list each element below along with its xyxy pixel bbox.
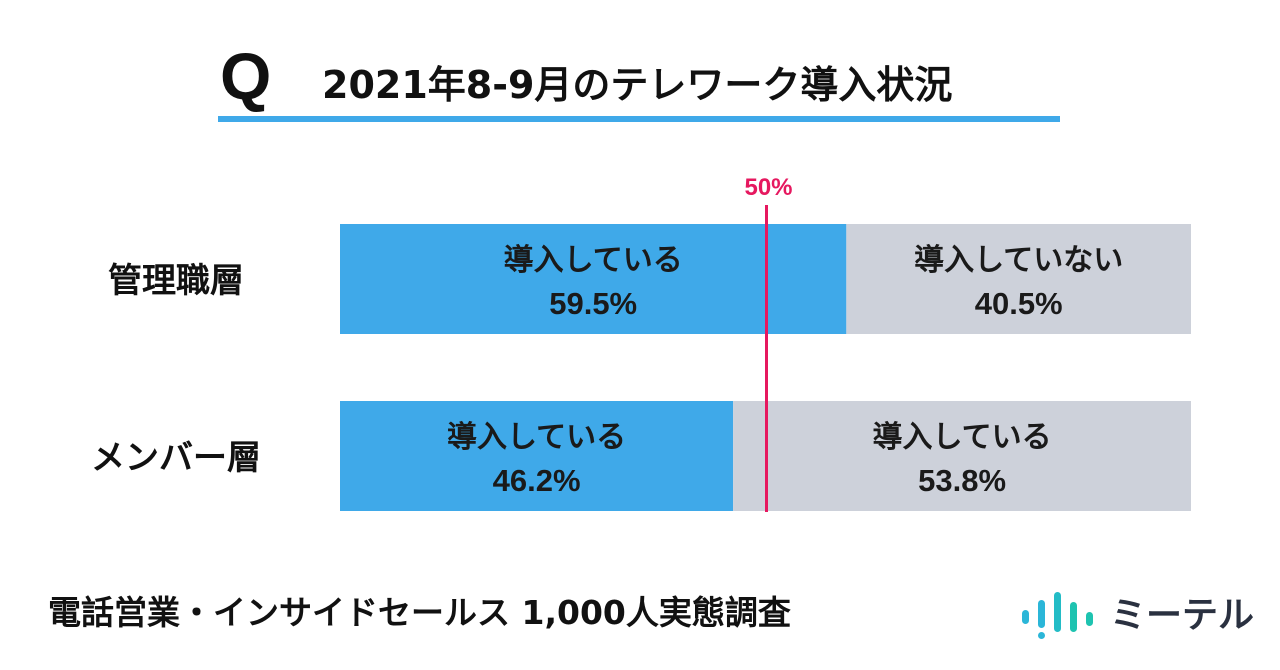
brand-name: ミーテル xyxy=(1110,595,1255,636)
survey-title: 電話営業・インサイドセールス 1,000人実態調査 xyxy=(48,593,791,632)
bar-segment xyxy=(340,224,847,334)
chart-title: 2021年8-9月のテレワーク導入状況 xyxy=(322,63,953,107)
segment-label: 導入している xyxy=(447,420,626,455)
data-label: 46.2% xyxy=(493,463,581,498)
question-mark-label: Q xyxy=(220,39,272,113)
segment-label: 導入していない xyxy=(914,243,1123,278)
data-label: 59.5% xyxy=(549,286,637,321)
bar-segment xyxy=(340,401,734,511)
waveform-bars-icon xyxy=(1022,592,1093,639)
bar-segment xyxy=(733,401,1191,511)
category-label: 管理職層 xyxy=(108,261,244,301)
segment-label: 導入している xyxy=(504,243,683,278)
segment-label: 導入している xyxy=(873,420,1052,455)
category-label: メンバー層 xyxy=(91,438,261,478)
brand-logo: ミーテル xyxy=(1018,588,1254,644)
chart-header: Q 2021年8-9月のテレワーク導入状況 xyxy=(218,40,1060,124)
title-underline xyxy=(218,116,1060,122)
data-label: 40.5% xyxy=(975,286,1063,321)
bar-segment xyxy=(846,224,1191,334)
reference-line-label: 50% xyxy=(744,174,792,201)
data-label: 53.8% xyxy=(918,463,1006,498)
